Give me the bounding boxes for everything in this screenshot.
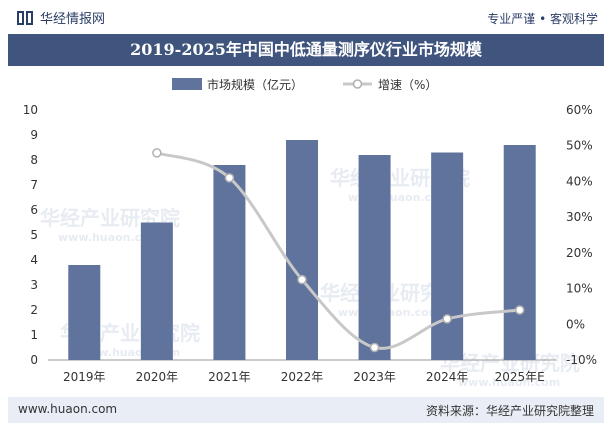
y-left-tick-label: 5 [30,228,38,242]
line-point [224,173,235,183]
x-tick-label: 2023年 [353,370,396,384]
line-point [442,314,452,324]
bar [431,152,464,360]
legend-swatch-marker [352,79,363,89]
brand-name: 华经情报网 [40,12,106,27]
watermark-url: www.huaon.com [458,376,560,389]
line-point [369,342,380,353]
y-left-tick-label: 9 [30,128,38,142]
y-right-tick-label: 50% [566,139,593,153]
chart-title: 2019-2025年中国中低通量测序仪行业市场规模 [8,34,604,66]
y-left-tick-label: 3 [30,278,38,292]
y-right-tick-label: 20% [566,246,593,260]
bar [213,165,246,360]
logo-icon [17,10,33,25]
y-left-tick-label: 0 [30,353,38,367]
footer-url: www.huaon.com [18,402,118,416]
y-left-tick-label: 8 [30,153,38,167]
growth-line-series [152,148,525,353]
legend-swatch-bar [172,78,202,90]
x-tick-label: 2022年 [281,370,324,384]
brand: 华经情报网 [16,8,105,27]
bar [358,155,391,360]
y-right-tick-label: 40% [566,174,593,188]
top-header: 华经情报网 专业严谨 • 客观科学 [0,0,612,34]
y-left-tick-label: 7 [30,178,38,192]
y-left-tick-label: 6 [30,203,38,217]
legend-label-line: 增速（%） [378,78,437,92]
bar [286,140,318,360]
legend: 市场规模（亿元） 增速（%） [172,77,437,92]
watermark-url: www.huaon.com [58,231,160,244]
x-tick-label: 2020年 [136,370,179,384]
x-tick-label: 2024年 [426,370,469,384]
line-point [297,274,307,285]
slogan: 专业严谨 • 客观科学 [487,12,598,26]
bar [68,265,101,360]
x-tick-label: 2025年E [495,370,545,384]
legend-label-bar: 市场规模（亿元） [207,77,303,92]
line-point [514,305,525,315]
y-right-tick-label: 30% [566,210,593,224]
y-right-tick-label: 10% [566,282,593,296]
chart: 华经产业研究院www.huaon.com华经产业研究院www.huaon.com… [23,77,597,389]
y-right-tick-label: 0% [566,317,585,331]
y-right-tick-label: -10% [566,353,597,367]
y-left-tick-label: 4 [30,253,38,267]
bar [140,222,173,360]
x-tick-label: 2021年 [208,370,251,384]
bar [503,145,536,360]
y-left-tick-label: 1 [30,328,38,342]
footer-source: 资料来源：华经产业研究院整理 [425,404,594,418]
y-right-tick-label: 60% [566,103,593,117]
y-left-tick-label: 2 [30,303,38,317]
y-left-tick-label: 10 [23,103,38,117]
x-tick-label: 2019年 [63,370,106,384]
bar-series [68,140,536,360]
line-point [152,148,162,158]
footer: www.huaon.com 资料来源：华经产业研究院整理 [8,397,604,423]
